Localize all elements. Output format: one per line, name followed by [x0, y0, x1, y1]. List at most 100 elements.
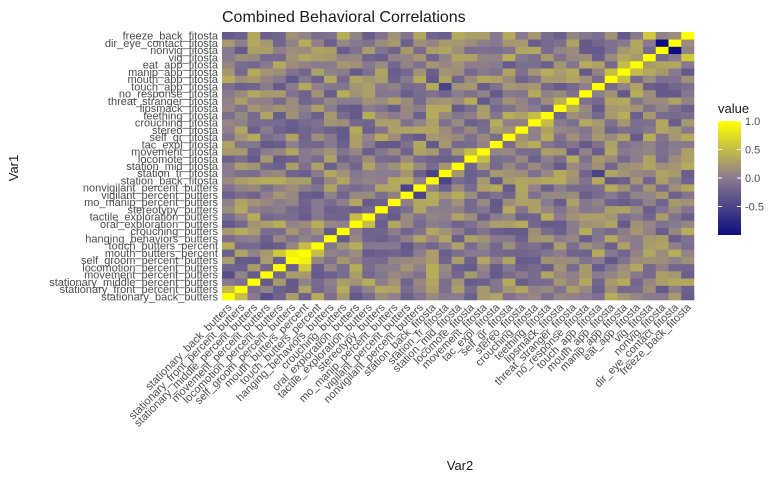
heatmap-cell: [298, 68, 312, 76]
heatmap-cell: [591, 263, 606, 272]
heatmap-cell: [324, 263, 338, 272]
heatmap-cell: [579, 176, 593, 185]
heatmap-cell: [464, 285, 478, 294]
heatmap-cell: [528, 220, 542, 228]
heatmap-cell: [311, 155, 325, 163]
heatmap-cell: [604, 68, 618, 76]
heatmap-cell: [387, 39, 401, 47]
heatmap-cell: [387, 75, 401, 83]
heatmap-cell: [668, 169, 682, 178]
heatmap-cell: [247, 227, 261, 236]
heatmap-cell: [247, 39, 261, 47]
heatmap-cell: [655, 169, 669, 178]
heatmap-cell: [285, 162, 299, 170]
heatmap-cell: [591, 227, 606, 236]
heatmap-cell: [540, 82, 554, 91]
heatmap-cell: [630, 176, 644, 185]
heatmap-cell: [222, 271, 236, 279]
heatmap-cell: [630, 140, 644, 149]
heatmap-cell: [464, 53, 478, 62]
heatmap-cell: [413, 155, 427, 163]
heatmap-cell: [260, 147, 274, 156]
heatmap-cell: [464, 176, 478, 185]
heatmap-cell: [579, 169, 593, 178]
heatmap-cell: [387, 234, 401, 243]
heatmap-cell: [464, 169, 478, 178]
heatmap-cell: [604, 292, 618, 301]
heatmap-cell: [260, 111, 274, 120]
heatmap-cell: [400, 213, 414, 221]
heatmap-cell: [260, 271, 274, 279]
heatmap-cell: [553, 82, 567, 91]
heatmap-cell: [642, 97, 657, 105]
heatmap-cell: [260, 285, 274, 294]
heatmap-cell: [540, 155, 554, 163]
heatmap-cell: [477, 39, 491, 47]
heatmap-cell: [451, 271, 465, 279]
heatmap-cell: [668, 263, 682, 272]
heatmap-cell: [413, 249, 427, 257]
heatmap-cell: [438, 118, 452, 127]
heatmap-cell: [234, 75, 248, 83]
heatmap-cell: [273, 155, 287, 163]
y-tick-label: movement_fitosta: [131, 147, 219, 159]
heatmap-cell: [222, 53, 236, 62]
heatmap-cell: [362, 53, 376, 62]
heatmap-cell: [451, 60, 465, 69]
heatmap-cell: [285, 227, 299, 236]
heatmap-cell: [681, 191, 695, 199]
heatmap-cell: [298, 147, 312, 156]
heatmap-cell: [222, 263, 236, 272]
heatmap-cell: [642, 263, 657, 272]
heatmap-cell: [311, 46, 325, 55]
heatmap-cell: [617, 278, 631, 286]
heatmap-cell: [553, 234, 567, 243]
heatmap-cell: [489, 147, 503, 156]
heatmap-cell: [451, 133, 465, 141]
heatmap-cell: [502, 263, 516, 272]
heatmap-cell: [502, 97, 516, 105]
heatmap-cell: [489, 39, 503, 47]
heatmap-cell: [642, 256, 657, 265]
heatmap-cell: [324, 60, 338, 69]
heatmap-cell: [502, 220, 516, 228]
heatmap-cell: [375, 68, 389, 76]
heatmap-cell: [617, 118, 631, 127]
heatmap-cell: [642, 39, 657, 47]
heatmap-cell: [655, 191, 669, 199]
heatmap-cell: [540, 75, 554, 83]
heatmap-cell: [375, 46, 389, 55]
heatmap-cell: [681, 184, 695, 192]
heatmap-cell: [630, 118, 644, 127]
heatmap-cell: [528, 191, 542, 199]
heatmap-cell: [604, 198, 618, 207]
heatmap-cell: [489, 97, 503, 105]
heatmap-cell: [413, 220, 427, 228]
heatmap-cell: [260, 292, 274, 301]
heatmap-cell: [400, 118, 414, 127]
heatmap-cell: [285, 271, 299, 279]
heatmap-cell: [400, 32, 414, 40]
heatmap-cell: [234, 184, 248, 192]
heatmap-cell: [273, 60, 287, 69]
heatmap-cell: [260, 169, 274, 178]
heatmap-cell: [630, 53, 644, 62]
heatmap-cell: [477, 285, 491, 294]
heatmap-cell: [489, 263, 503, 272]
heatmap-cell: [426, 53, 440, 62]
heatmap-cell: [285, 97, 299, 105]
legend-tick-label: 1.0: [745, 116, 760, 128]
heatmap-cell: [438, 184, 452, 192]
heatmap-cell: [553, 220, 567, 228]
heatmap-cell: [234, 292, 248, 301]
heatmap-cell: [668, 39, 682, 47]
heatmap-cell: [515, 263, 529, 272]
heatmap-cell: [387, 198, 401, 207]
heatmap-cell: [260, 126, 274, 134]
heatmap-cell: [324, 285, 338, 294]
heatmap-cell: [477, 147, 491, 156]
heatmap-cell: [349, 46, 363, 55]
heatmap-cell: [642, 162, 657, 170]
heatmap-cell: [681, 118, 695, 127]
heatmap-cell: [336, 32, 350, 40]
